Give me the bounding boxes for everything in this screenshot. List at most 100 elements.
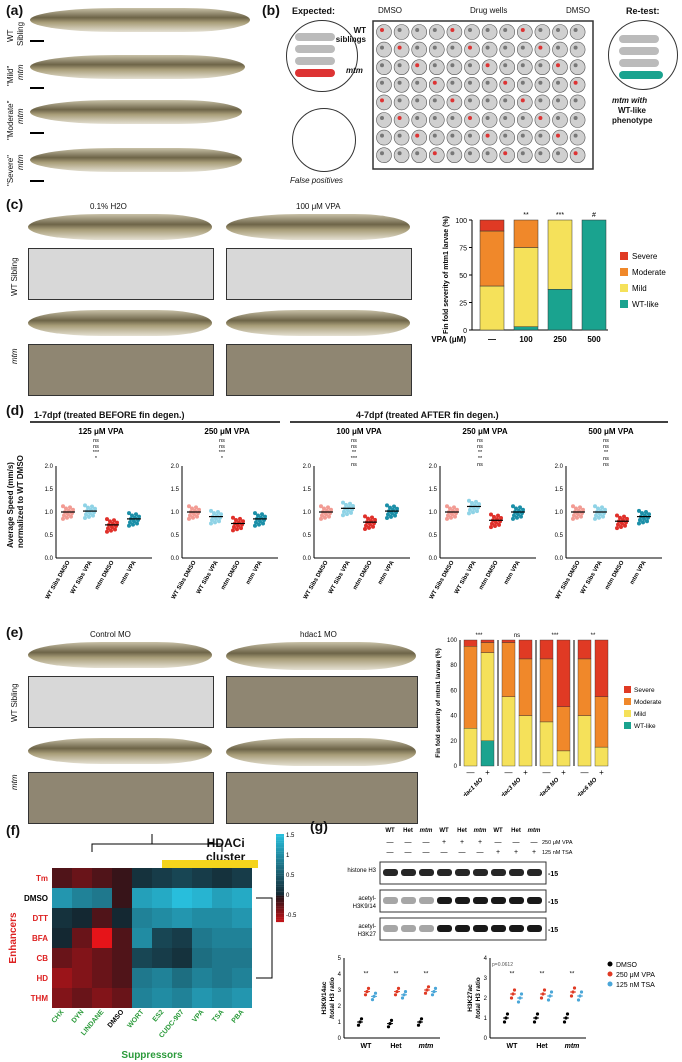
data-point [327,514,331,519]
tsa-marker: — [477,849,484,856]
colorbar-segment [276,851,284,854]
data-point [115,520,119,525]
blot-band [527,869,542,876]
data-point [642,516,646,521]
well [517,24,533,40]
bar-segment-wt-like [513,326,539,331]
legend-swatch [624,722,631,729]
data-point [188,513,192,518]
colorbar-segment [276,834,284,837]
significance-label: ns [351,444,357,450]
well [376,129,392,146]
well [429,112,445,128]
data-point [518,505,522,510]
blot-band [437,897,452,904]
data-point [65,515,69,520]
retest-label: Re-test: [626,6,660,16]
bar-segment-severe [594,639,609,697]
fish-image-wt-vpa [226,214,410,240]
y-tick-label: 75 [459,246,467,253]
well [411,147,428,163]
data-point [593,516,597,521]
well [411,112,428,128]
colorbar-segment [276,893,284,896]
well-larva [432,28,437,32]
well-larva [415,63,420,68]
data-point [256,513,260,518]
well-larva [397,28,402,32]
false-positives-label: False positives [290,176,343,185]
x-tick-label: mtm VPA [119,559,138,585]
heatmap-cell [72,988,92,1008]
data-point [386,512,390,517]
well [499,24,515,40]
colorbar-segment [276,911,284,914]
significance-label: ** [394,972,399,978]
suppressors-label: Suppressors [121,1050,183,1061]
phenotype-label: phenotype [612,116,653,125]
data-point [135,521,139,526]
heatmap-cell [52,868,72,888]
data-point [474,499,478,504]
wt-siblings-label: WT siblings [335,26,366,44]
well-larva [503,133,508,138]
x-tick-label: 100 [519,335,533,344]
legend-label: Moderate [632,268,666,277]
heatmap-cell [232,888,252,908]
well [393,129,410,146]
data-point [576,512,580,517]
blot-band [473,897,488,904]
heatmap-cell [52,928,72,948]
well-larva [503,28,508,32]
data-point [562,1020,567,1024]
colorbar-segment [276,908,284,912]
vpa-marker: — [495,839,502,846]
data-point [594,513,598,518]
well [552,59,568,76]
row-label-wt-sibling: WT Sibling [10,683,19,722]
colorbar-segment [276,838,284,841]
speed-ylabel-2: normalized to WT DMSO [16,455,25,548]
band-label: H3K27 [358,932,377,938]
x-tick-label: mtm [419,1043,434,1050]
heatmap-cell [132,908,152,928]
blot-band [437,925,452,932]
data-point [603,507,607,512]
blot-band [527,897,542,904]
data-point [370,515,374,520]
x-tick-label: Het [536,1043,548,1050]
well [411,129,428,146]
data-point [326,505,330,510]
wt-like-label: WT-like [618,106,647,115]
well [376,59,392,76]
well-larva [573,63,578,68]
data-point [364,523,368,528]
colorbar-segment [276,860,284,863]
data-point [494,520,498,525]
heatmap-cell [72,908,92,928]
well [499,59,515,76]
fish-image-wt-hdac1 [226,642,416,670]
dendrogram-right [256,897,273,979]
well [464,129,480,146]
well-larva [380,151,384,156]
well [534,77,551,93]
significance-label: ** [478,450,483,456]
data-point [569,994,574,998]
legend-swatch [620,268,628,276]
x-tick-label: — [505,768,513,777]
retest-circle [608,20,678,90]
x-tick-label: WT Sibs VPA [454,559,478,595]
well [569,24,586,40]
well-larva [397,133,402,138]
significance-label: ns [603,438,609,444]
data-point [423,991,428,995]
well [446,59,463,76]
well [376,41,392,58]
data-point [467,498,471,503]
well-larva [415,133,420,138]
data-point [342,509,346,514]
data-point [263,514,267,519]
well [517,77,533,93]
legend-label: Severe [632,252,658,261]
